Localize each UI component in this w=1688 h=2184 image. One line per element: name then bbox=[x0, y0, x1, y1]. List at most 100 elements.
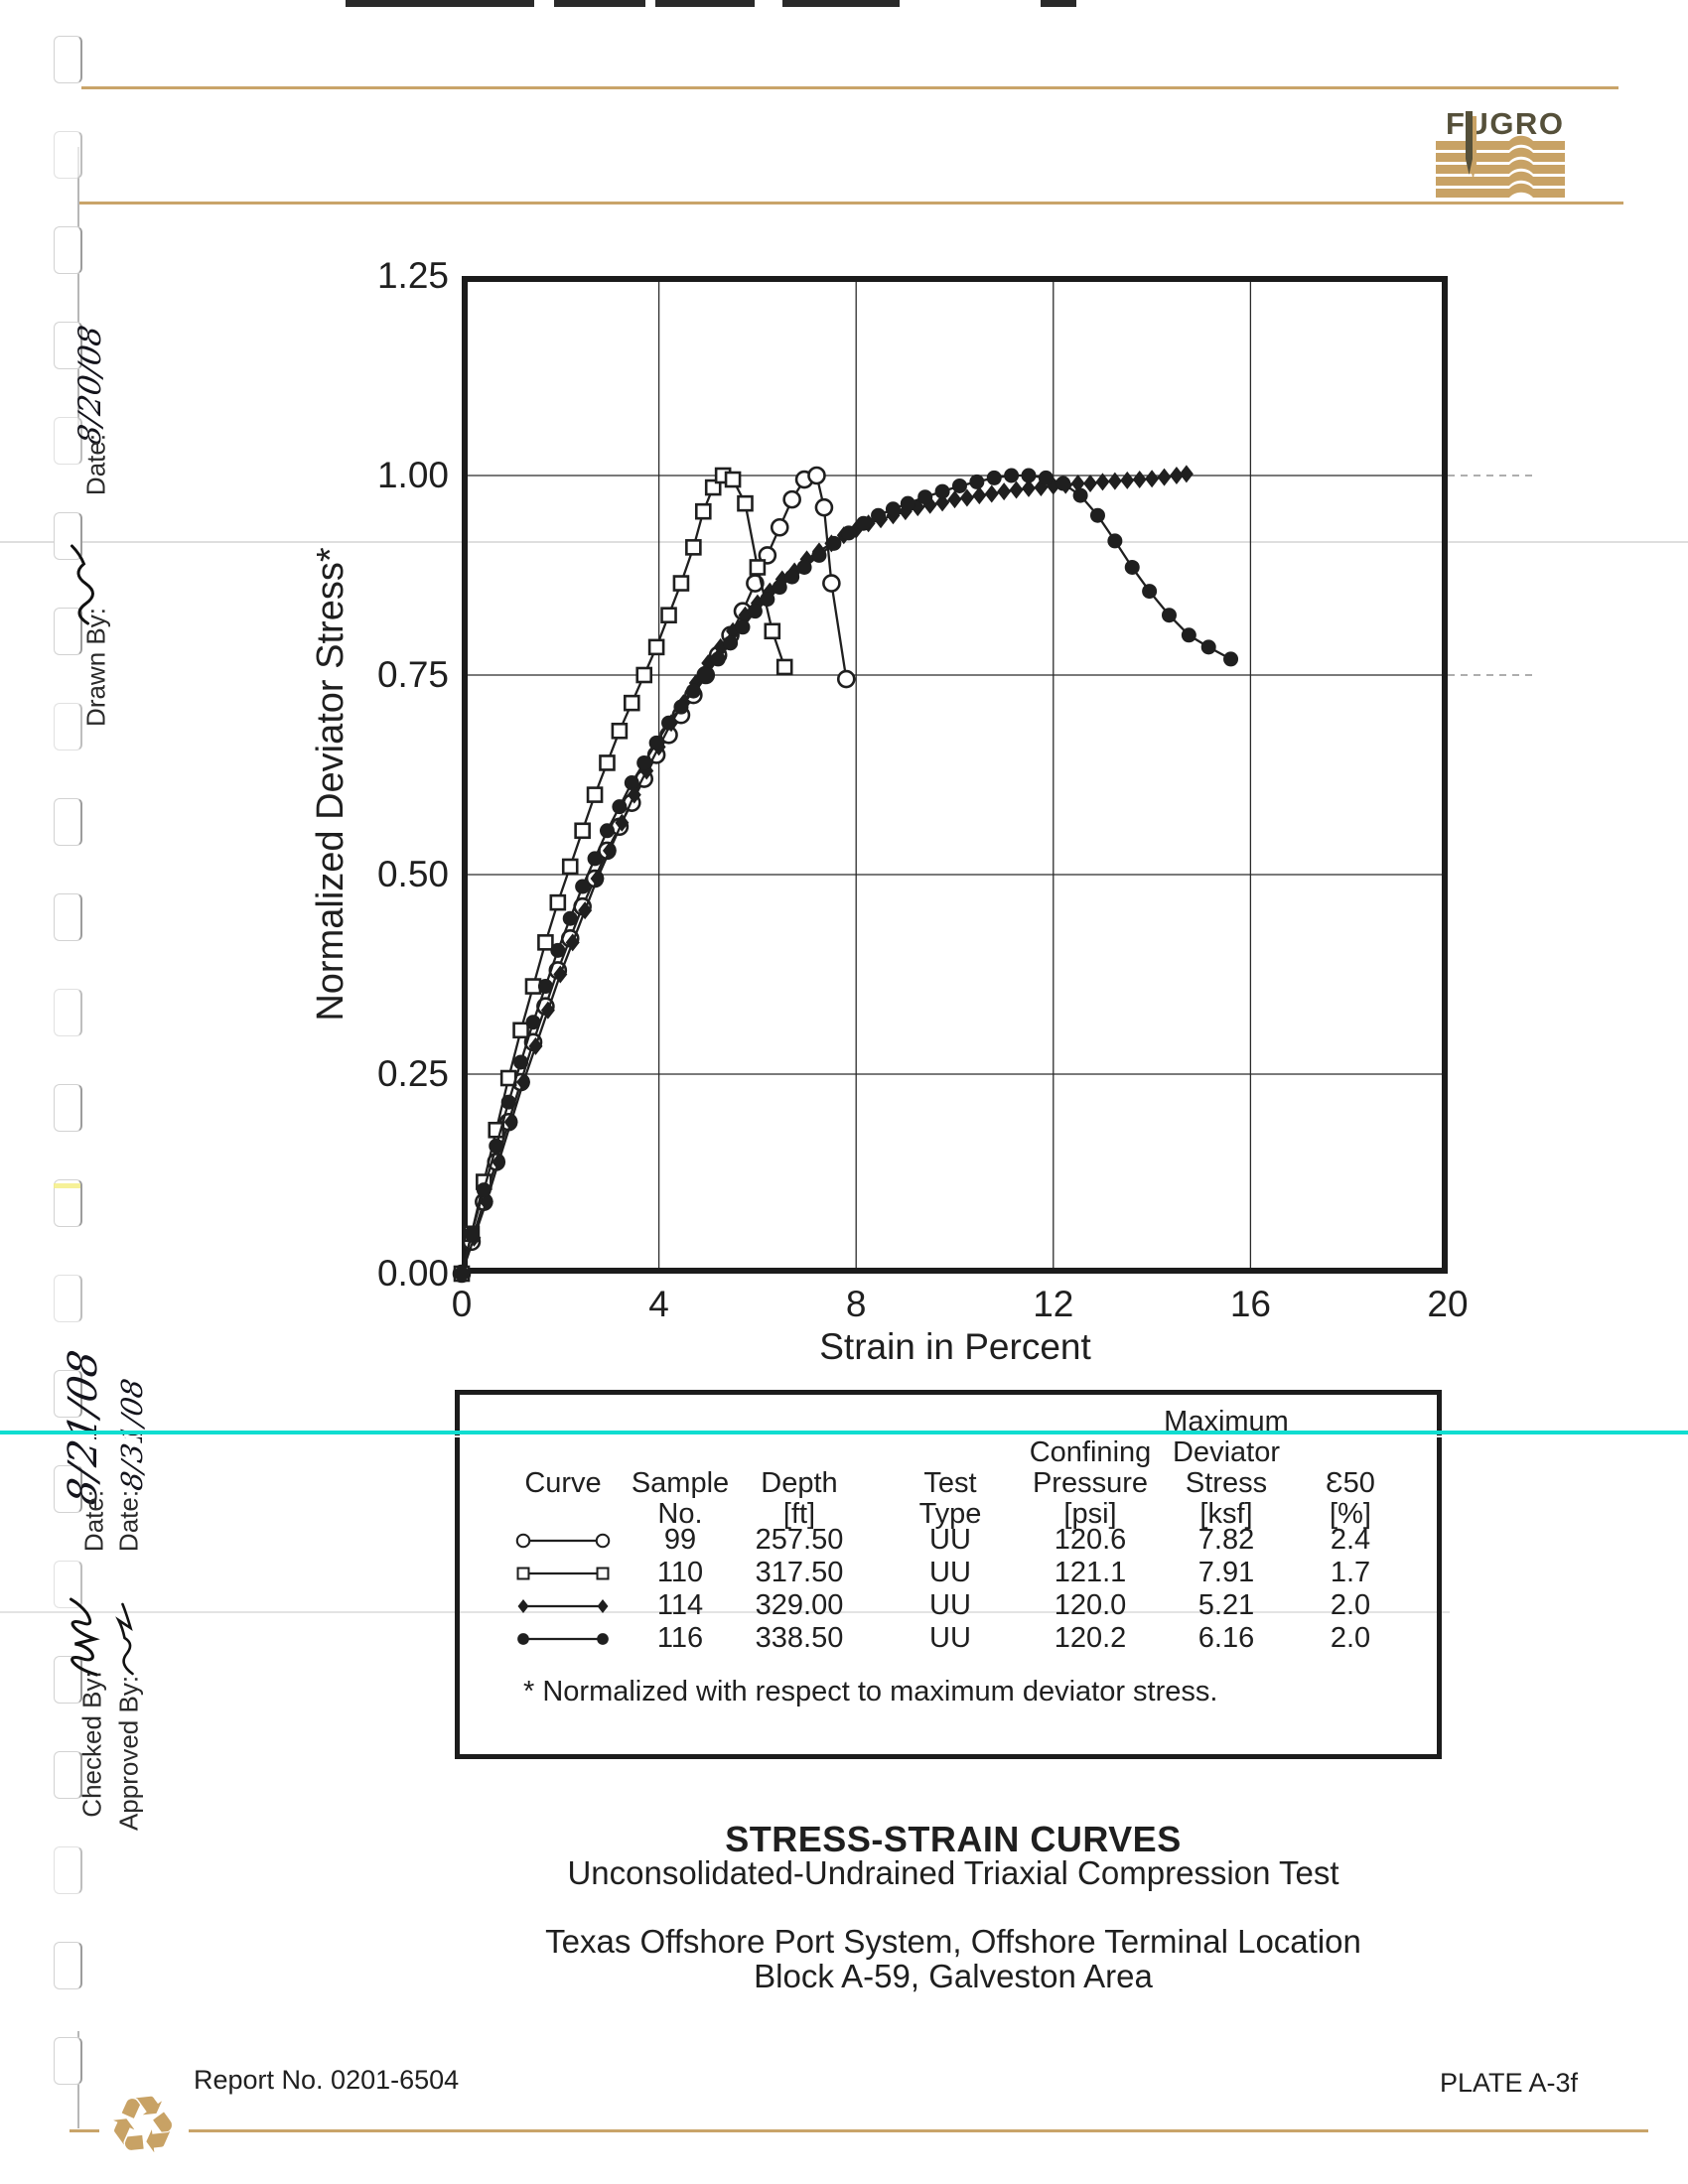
x-axis-title: Strain in Percent bbox=[819, 1326, 1091, 1367]
tan-rule-top bbox=[81, 86, 1618, 89]
marker-diamond-filled bbox=[528, 1036, 543, 1055]
binder-hole bbox=[54, 1275, 82, 1322]
marker-circle-filled bbox=[784, 569, 800, 585]
curve-markers-sample-116 bbox=[454, 468, 1239, 1282]
marker-square-open bbox=[764, 622, 781, 640]
plate-subtitle: Unconsolidated-Undrained Triaxial Compre… bbox=[567, 1854, 1339, 1891]
marker-circle-filled bbox=[575, 879, 591, 894]
marker-circle-filled bbox=[587, 851, 603, 867]
marker-circle-filled bbox=[826, 535, 842, 551]
binder-hole bbox=[54, 2037, 82, 2085]
marker-square-open bbox=[574, 822, 591, 840]
marker-circle-filled bbox=[1021, 468, 1037, 483]
marker-circle-filled bbox=[772, 580, 787, 596]
marker-diamond-filled bbox=[540, 1001, 555, 1020]
legend-cell-depth: 257.50 bbox=[755, 1524, 844, 1556]
marker-circle-filled bbox=[710, 651, 726, 667]
marker-circle-filled bbox=[1142, 584, 1158, 600]
legend-footnote: * Normalized with respect to maximum dev… bbox=[523, 1676, 1218, 1707]
marker-diamond-filled bbox=[972, 486, 987, 505]
stress-strain-chart bbox=[452, 276, 1544, 1284]
marker-circle-filled bbox=[1107, 533, 1123, 549]
marker-diamond-filled bbox=[1169, 467, 1184, 484]
checked-by-signature bbox=[64, 1591, 112, 1681]
marker-circle-filled bbox=[661, 715, 677, 731]
marker-circle-filled bbox=[885, 501, 901, 517]
legend-cell-test: UU bbox=[929, 1622, 971, 1654]
marker-circle-filled bbox=[841, 525, 857, 541]
marker-diamond-filled bbox=[959, 488, 974, 507]
marker-diamond-filled bbox=[1179, 465, 1194, 483]
marker-square-open bbox=[660, 607, 677, 624]
marker-diamond-filled bbox=[492, 1153, 506, 1171]
x-tick-label-20: 20 bbox=[1427, 1284, 1469, 1324]
marker-diamond-filled bbox=[922, 495, 937, 514]
legend-symbol-square-open bbox=[513, 1562, 613, 1590]
marker-circle-filled bbox=[685, 683, 701, 699]
marker-circle-filled bbox=[811, 547, 827, 563]
marker-square-open bbox=[694, 502, 712, 520]
col-header-max-dev: Maximum Deviator Stress [ksf] bbox=[1164, 1406, 1289, 1530]
marker-circle-filled bbox=[454, 1266, 470, 1282]
tan-rule-second bbox=[79, 202, 1623, 205]
y-axis-title: Normalized Deviator Stress* bbox=[310, 547, 352, 1022]
drawn-date-handwritten: 8/20/08 bbox=[72, 323, 108, 448]
scan-artifact-dash bbox=[655, 0, 755, 7]
marker-square-open bbox=[611, 722, 629, 740]
marker-circle-filled bbox=[1161, 608, 1177, 623]
x-tick-label-0: 0 bbox=[451, 1284, 473, 1324]
marker-square-open bbox=[537, 934, 554, 951]
marker-circle-filled bbox=[464, 1226, 480, 1242]
scan-artifact-dash bbox=[554, 0, 645, 7]
legend-cell-depth: 329.00 bbox=[755, 1589, 844, 1621]
col-header-curve: Curve bbox=[524, 1467, 602, 1499]
recycle-backdrop bbox=[99, 2103, 189, 2157]
marker-circle-filled bbox=[796, 559, 812, 575]
fugro-probe-icon bbox=[1466, 111, 1473, 175]
legend-cell-test: UU bbox=[929, 1589, 971, 1621]
legend-cell-e50: 2.4 bbox=[1330, 1524, 1371, 1556]
binder-hole bbox=[54, 608, 82, 655]
binder-hole bbox=[54, 322, 82, 369]
binder-hole bbox=[54, 1561, 82, 1608]
legend-cell-e50: 2.0 bbox=[1330, 1622, 1371, 1654]
legend-cell-confining: 120.0 bbox=[1054, 1589, 1127, 1621]
marker-square-open bbox=[775, 658, 793, 676]
marker-circle-filled bbox=[1200, 639, 1216, 655]
y-tick-label-0.25: 0.25 bbox=[376, 1053, 449, 1094]
legend-cell-sample: 110 bbox=[656, 1557, 704, 1588]
marker-square-open bbox=[512, 1022, 529, 1039]
col-header-test: Test Type bbox=[918, 1467, 982, 1530]
marker-square-open bbox=[685, 539, 702, 556]
marker-circle-open bbox=[782, 489, 801, 509]
marker-circle-open bbox=[807, 466, 826, 485]
marker-circle-open bbox=[770, 517, 789, 537]
marker-circle-filled bbox=[599, 823, 615, 839]
marker-circle-filled bbox=[917, 489, 933, 505]
plate-title: STRESS-STRAIN CURVES bbox=[725, 1819, 1182, 1859]
binder-hole bbox=[54, 1465, 82, 1513]
marker-diamond-filled bbox=[597, 1598, 609, 1614]
marker-circle-filled bbox=[900, 495, 915, 511]
legend-cell-e50: 2.0 bbox=[1330, 1589, 1371, 1621]
marker-square-open bbox=[724, 471, 742, 488]
marker-circle-filled bbox=[986, 470, 1002, 485]
y-tick-label-0.00: 0.00 bbox=[376, 1253, 449, 1294]
marker-square-open bbox=[749, 559, 767, 576]
legend-symbol-circle-open bbox=[513, 1529, 613, 1558]
marker-circle-filled bbox=[500, 1094, 516, 1110]
legend-symbol-circle-filled bbox=[513, 1627, 613, 1656]
approved-date-label: Date: bbox=[113, 1489, 144, 1553]
legend-cell-sample: 116 bbox=[656, 1622, 704, 1654]
marker-circle-filled bbox=[934, 483, 950, 499]
checked-date-label: Date: bbox=[78, 1489, 109, 1553]
marker-circle-open bbox=[822, 574, 841, 593]
x-tick-label-4: 4 bbox=[648, 1284, 669, 1324]
marker-circle-filled bbox=[698, 667, 714, 683]
legend-cell-depth: 338.50 bbox=[755, 1622, 844, 1654]
marker-circle-filled bbox=[476, 1182, 492, 1198]
marker-circle-filled bbox=[517, 1633, 529, 1645]
legend-cell-depth: 317.50 bbox=[755, 1557, 844, 1588]
marker-square-open bbox=[516, 1567, 530, 1580]
